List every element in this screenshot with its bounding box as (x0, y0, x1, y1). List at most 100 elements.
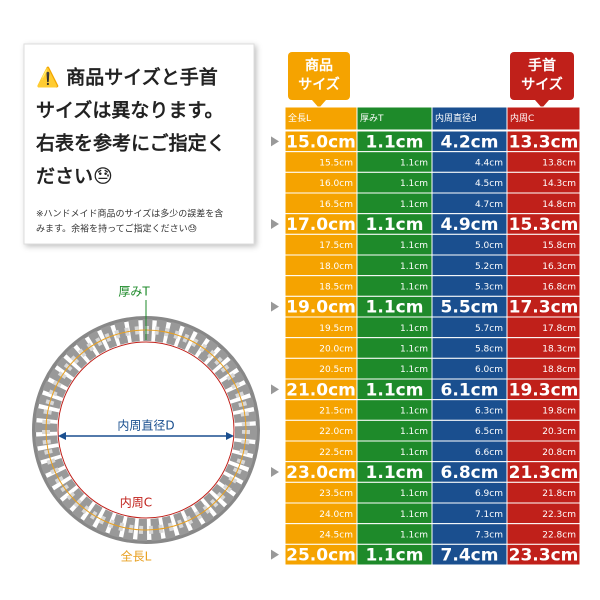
table-text: 14.8cm (542, 200, 576, 210)
table-text: 19.8cm (542, 407, 576, 417)
row-arrow (271, 549, 279, 560)
table-text-large: 23.3cm (509, 546, 579, 566)
table-text: 5.7cm (475, 324, 503, 334)
table-text: 6.0cm (475, 365, 503, 375)
table-text: 1.1cm (400, 510, 428, 520)
table-text: 5.2cm (475, 262, 503, 272)
header-text: 厚みT (360, 113, 384, 124)
badge-text: サイズ (298, 76, 340, 93)
table-text: 16.0cm (319, 179, 353, 189)
table-text: 6.3cm (475, 407, 503, 417)
table-text: 4.7cm (475, 200, 503, 210)
header-text: 内周C (510, 112, 534, 124)
table-text-large: 19.3cm (509, 380, 579, 400)
table-text-large: 6.1cm (441, 380, 499, 400)
table-text: 13.8cm (542, 159, 576, 169)
badge-text: 手首 (528, 57, 556, 74)
table-text: 15.5cm (319, 159, 353, 169)
ring (32, 300, 260, 544)
table-text: 18.8cm (542, 365, 576, 375)
table-text-large: 4.2cm (441, 132, 499, 152)
row-arrow (271, 301, 279, 312)
table-text: 1.1cm (400, 448, 428, 458)
table-text-large: 6.8cm (441, 463, 499, 483)
table-text: 1.1cm (400, 262, 428, 272)
table-text: 1.1cm (400, 241, 428, 251)
badge-text: サイズ (521, 76, 563, 93)
length-label: 全長L (121, 549, 152, 564)
table-text: 1.1cm (400, 407, 428, 417)
table-text-large: 23.0cm (286, 463, 356, 483)
table-text: 18.3cm (542, 345, 576, 355)
table-text: 4.5cm (475, 179, 503, 189)
table-text: 7.1cm (475, 510, 503, 520)
wrist-badge (510, 52, 574, 100)
diameter-label: 内周直径D (117, 419, 174, 433)
table-text: 5.0cm (475, 241, 503, 251)
table-text-large: 19.0cm (286, 298, 356, 318)
notice-text: ⚠️ 商品サイズと手首 (36, 66, 218, 89)
table-text: 22.3cm (542, 510, 576, 520)
table-text: 23.5cm (319, 489, 353, 499)
table-text: 20.0cm (319, 345, 353, 355)
table-text: 6.6cm (475, 448, 503, 458)
table-text: 17.8cm (542, 324, 576, 334)
table-text-large: 25.0cm (286, 546, 356, 566)
table-cell (506, 543, 581, 566)
table-text-large: 15.0cm (286, 132, 356, 152)
badge-text: 商品 (305, 57, 333, 74)
table-text: 6.5cm (475, 427, 503, 437)
table-text: 24.5cm (319, 531, 353, 541)
row-arrow (271, 384, 279, 395)
table-text: 24.0cm (319, 510, 353, 520)
table-text: 22.0cm (319, 427, 353, 437)
table-text-large: 1.1cm (366, 546, 424, 566)
table-text: 1.1cm (400, 489, 428, 499)
notice-text: 右表を参考にご指定く (35, 132, 226, 155)
table-text: 15.8cm (542, 241, 576, 251)
table-text: 16.8cm (542, 283, 576, 293)
header-cell (506, 106, 581, 131)
table-text: 1.1cm (400, 345, 428, 355)
table-text: 7.3cm (475, 531, 503, 541)
table-text: 1.1cm (400, 159, 428, 169)
table-text: 1.1cm (400, 200, 428, 210)
table-text: 1.1cm (400, 365, 428, 375)
table-text-large: 1.1cm (366, 215, 424, 235)
table-text-large: 1.1cm (366, 132, 424, 152)
table-text-large: 1.1cm (366, 298, 424, 318)
table-text: 21.5cm (319, 407, 353, 417)
table-text: 14.3cm (542, 179, 576, 189)
table-text: 19.5cm (319, 324, 353, 334)
table-text: 20.5cm (319, 365, 353, 375)
product-badge (288, 52, 350, 100)
table-text-large: 17.3cm (509, 298, 579, 318)
table-text-large: 21.0cm (286, 380, 356, 400)
thickness-label: 厚みT (118, 285, 150, 299)
table-text-large: 4.9cm (441, 215, 499, 235)
badge-pointer (535, 100, 549, 108)
header-text: 内周直径d (435, 112, 477, 124)
table-text: 18.5cm (319, 283, 353, 293)
table-text: 20.3cm (542, 427, 576, 437)
table-text: 17.5cm (319, 241, 353, 251)
table-text-large: 17.0cm (286, 215, 356, 235)
table-text: 5.8cm (475, 345, 503, 355)
header-text: 全長L (288, 112, 311, 124)
row-arrow (271, 136, 279, 147)
arrow-head (58, 432, 66, 440)
table-text-large: 13.3cm (509, 132, 579, 152)
table-text: 6.9cm (475, 489, 503, 499)
notice-text: サイズは異なります。 (36, 99, 224, 122)
table-text: 21.8cm (542, 489, 576, 499)
table-text: 4.4cm (475, 159, 503, 169)
inner-circle (57, 341, 235, 519)
table-text-large: 5.5cm (441, 298, 499, 318)
circumference-label: 内周C (120, 496, 152, 510)
table-text-large: 21.3cm (509, 463, 579, 483)
table-text-large: 1.1cm (366, 380, 424, 400)
notice-text: ださい😓 (36, 166, 113, 188)
notice-box (23, 43, 255, 245)
table-text: 1.1cm (400, 531, 428, 541)
